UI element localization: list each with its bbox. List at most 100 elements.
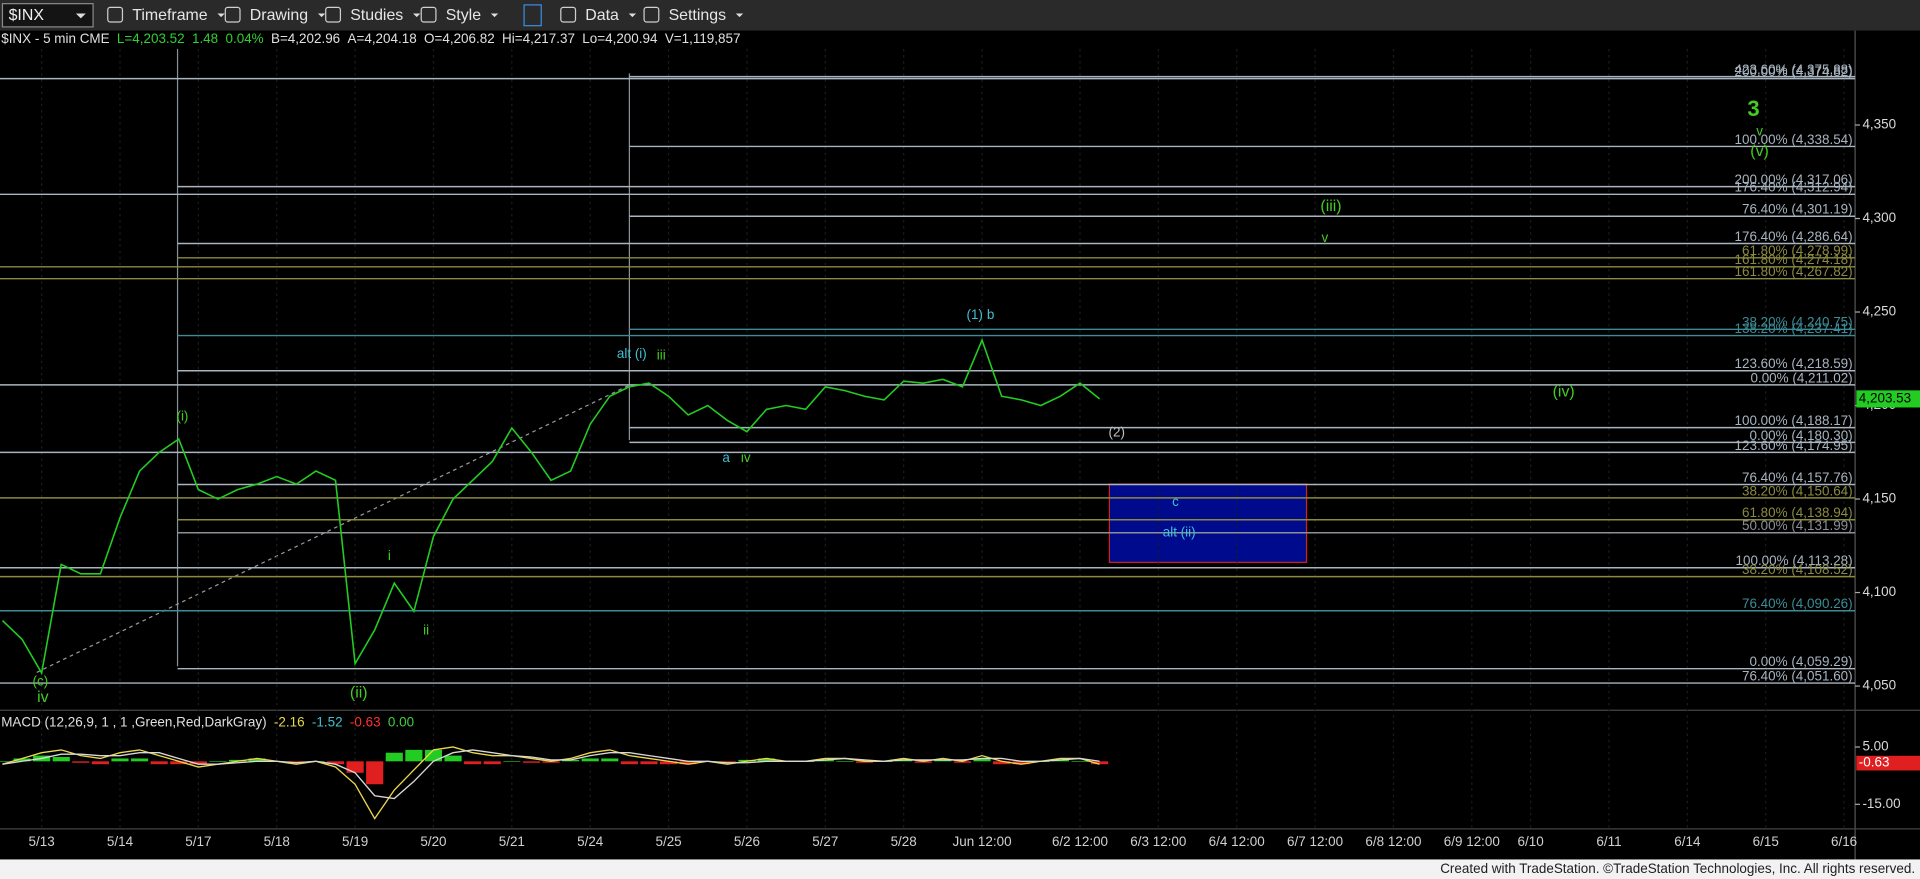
toolbar-icon[interactable] — [420, 6, 437, 23]
fib-label: 76.40% (4,157.76) — [1742, 470, 1853, 485]
toolbar-icon[interactable] — [107, 6, 124, 23]
histogram-bar — [1071, 761, 1089, 762]
histogram-bar — [914, 761, 932, 763]
wave-label: i — [388, 548, 391, 563]
x-tick-label: Jun 12:00 — [953, 834, 1012, 849]
x-tick-label: 6/15 — [1753, 834, 1779, 849]
y-tick-label: 4,350 — [1862, 117, 1896, 132]
histogram-bar — [640, 761, 658, 765]
histogram-bar — [679, 761, 697, 765]
y-tick-label: 4,100 — [1862, 584, 1896, 599]
fib-label: 123.60% (4,174.95) — [1735, 438, 1853, 453]
wave-label: alt (i) — [617, 346, 647, 361]
toolbar-icon[interactable] — [643, 6, 660, 23]
wave-label: iv — [37, 689, 49, 706]
y-tick-label: 4,300 — [1862, 210, 1896, 225]
toolbar-button[interactable]: Timeframe — [132, 7, 208, 24]
y-tick-label: 4,150 — [1862, 491, 1896, 506]
symbol-box[interactable] — [1, 3, 94, 28]
macd-field: -0.63 — [350, 714, 381, 729]
histogram-bar — [601, 758, 619, 762]
histogram-bar — [170, 761, 188, 765]
histogram-bar — [562, 759, 580, 762]
toolbar-button[interactable]: Studies — [350, 7, 403, 24]
fib-label: 100.00% (4,188.17) — [1735, 413, 1853, 428]
macd-field: -2.16 — [274, 714, 305, 729]
x-tick-label: 6/11 — [1596, 834, 1621, 849]
wave-label: (2) — [1109, 424, 1125, 439]
histogram-bar — [346, 761, 364, 773]
x-tick-label: 5/27 — [812, 834, 838, 849]
fib-label: 76.40% (4,090.26) — [1742, 596, 1853, 611]
quote-field: L=4,203.52 — [117, 31, 185, 46]
wave-label: (c) — [33, 674, 49, 689]
fib-label: 100.00% (4,338.54) — [1735, 132, 1853, 147]
fib-label: 0.00% (4,211.02) — [1750, 370, 1852, 385]
price-line — [1, 337, 1101, 676]
wave-label: b — [987, 307, 994, 322]
toolbar-button[interactable]: Drawing — [250, 7, 308, 24]
histogram-bar — [836, 761, 854, 762]
fib-label: 38.20% (4,150.64) — [1742, 483, 1853, 498]
quote-field: $INX - 5 min CME — [1, 31, 109, 46]
histogram-bar — [1091, 761, 1109, 765]
toolbar-icon[interactable] — [560, 6, 577, 23]
x-tick-label: 5/14 — [107, 834, 134, 849]
quote-field: B=4,202.96 — [271, 31, 340, 46]
histogram-bar — [0, 761, 12, 762]
toolbar-icon[interactable] — [325, 6, 342, 23]
symbol[interactable]: $INX — [9, 7, 45, 24]
quote-header: $INX - 5 min CME L=4,203.52 1.48 0.04% B=4,2… — [1, 31, 740, 46]
histogram-bar — [757, 758, 776, 762]
x-tick-label: 6/10 — [1518, 834, 1544, 849]
x-tick-label: 5/17 — [185, 834, 211, 849]
histogram-bar — [385, 752, 403, 762]
histogram-bar — [718, 761, 736, 763]
toolbar-button[interactable]: Settings — [669, 7, 727, 24]
histogram-bar — [131, 758, 149, 762]
x-tick-label: 6/8 12:00 — [1365, 834, 1421, 849]
histogram-bar — [111, 758, 129, 762]
last-price-label: 4,203.53 — [1859, 390, 1911, 405]
x-tick-label: 5/18 — [264, 834, 290, 849]
macd-last-box — [1856, 755, 1920, 771]
histogram-bar — [150, 761, 168, 765]
wave-label: alt (ii) — [1163, 525, 1196, 540]
quote-field: Lo=4,200.94 — [582, 31, 658, 46]
macd-field: MACD (12,26,9, 1 , 1 ,Green,Red,DarkGray… — [1, 714, 266, 729]
histogram-bar — [620, 761, 638, 765]
histogram-bar — [52, 757, 70, 762]
fib-label: 61.80% (4,278.99) — [1742, 243, 1853, 258]
histogram-bar — [464, 761, 482, 765]
fib-label: 100.00% (4,113.28) — [1736, 553, 1853, 568]
quote-field: 1.48 — [192, 31, 218, 46]
dropdown-arrow — [317, 13, 326, 18]
x-tick-label: 6/3 12:00 — [1130, 834, 1186, 849]
target-box — [1108, 483, 1308, 563]
x-tick-label: 6/16 — [1831, 834, 1857, 849]
y-tick-label: 4,050 — [1862, 678, 1896, 693]
fib-label: 76.40% (4,301.19) — [1742, 202, 1853, 217]
wave-label: v — [1322, 230, 1329, 245]
wave-label: a — [722, 450, 730, 465]
dropdown-arrow — [217, 13, 225, 18]
wave-label: iv — [741, 450, 751, 465]
dropdown-arrow — [75, 13, 86, 19]
x-tick-label: 6/7 12:00 — [1287, 834, 1343, 849]
x-tick-label: 5/19 — [342, 834, 368, 849]
y-tick-label: 5.00 — [1862, 739, 1888, 754]
histogram-bar — [248, 758, 266, 762]
histogram-bar — [660, 761, 678, 765]
toolbar-button[interactable]: Style — [446, 7, 482, 24]
fib-label: 38.20% (4,240.75) — [1742, 315, 1853, 330]
histogram-bar — [816, 759, 834, 762]
toolbar-button[interactable]: Data — [585, 7, 619, 24]
toolbar-icon[interactable] — [224, 6, 241, 23]
fib-label: 76.40% (4,051.60) — [1742, 669, 1853, 684]
fib-label: 423.60% (4,375.88) — [1735, 62, 1853, 77]
footer: Created with TradeStation. ©TradeStation… — [1440, 861, 1915, 876]
x-tick-label: 5/21 — [499, 834, 525, 849]
wave-label: (1) — [966, 307, 982, 322]
